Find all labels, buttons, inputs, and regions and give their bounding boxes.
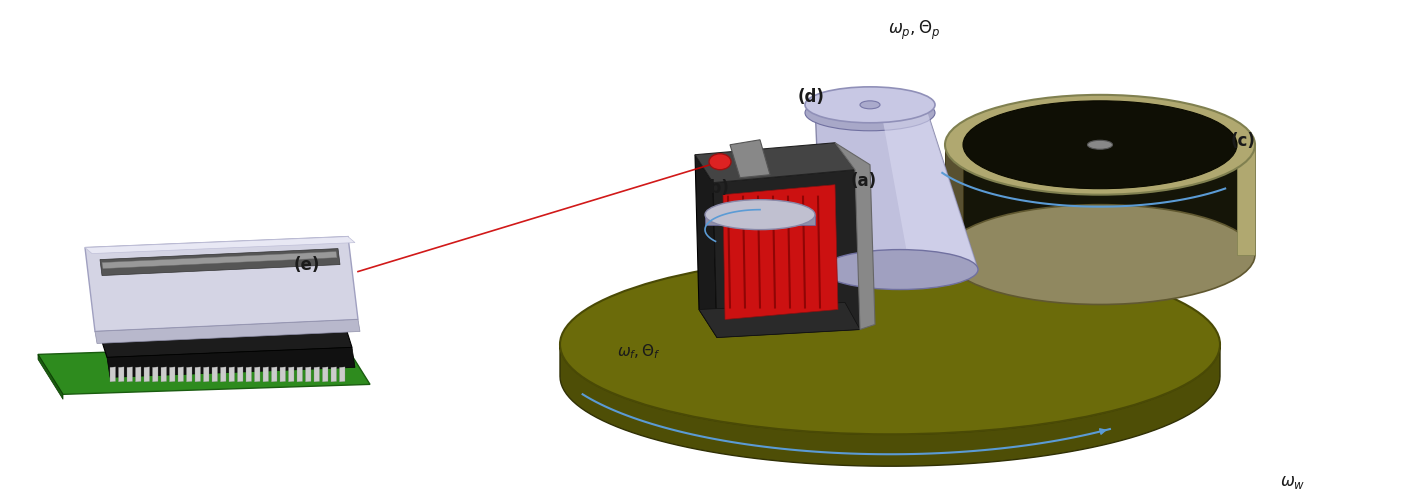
Polygon shape xyxy=(203,367,209,382)
Polygon shape xyxy=(332,367,336,382)
Polygon shape xyxy=(962,145,1237,254)
Polygon shape xyxy=(178,367,183,382)
Polygon shape xyxy=(560,344,1221,466)
Polygon shape xyxy=(729,140,770,178)
Text: $\omega_w$: $\omega_w$ xyxy=(1280,473,1305,491)
Text: (e): (e) xyxy=(293,256,320,274)
Polygon shape xyxy=(722,185,838,319)
Polygon shape xyxy=(696,143,855,183)
Ellipse shape xyxy=(806,87,935,123)
Polygon shape xyxy=(135,367,141,382)
Polygon shape xyxy=(152,367,158,382)
Polygon shape xyxy=(296,367,302,382)
Ellipse shape xyxy=(945,95,1254,195)
Ellipse shape xyxy=(962,101,1237,188)
Polygon shape xyxy=(1237,145,1254,254)
Polygon shape xyxy=(246,367,251,382)
Ellipse shape xyxy=(706,200,816,230)
Polygon shape xyxy=(85,237,358,331)
Polygon shape xyxy=(706,215,816,225)
Polygon shape xyxy=(110,367,116,382)
Polygon shape xyxy=(229,367,234,382)
Polygon shape xyxy=(161,367,166,382)
Polygon shape xyxy=(713,170,859,337)
Polygon shape xyxy=(340,367,346,382)
Ellipse shape xyxy=(859,101,880,109)
Text: (d): (d) xyxy=(797,88,824,106)
Polygon shape xyxy=(323,367,327,382)
Polygon shape xyxy=(220,367,226,382)
Ellipse shape xyxy=(945,205,1254,305)
Polygon shape xyxy=(38,344,370,394)
Polygon shape xyxy=(945,145,1254,254)
Ellipse shape xyxy=(806,95,935,131)
Polygon shape xyxy=(85,237,356,253)
Polygon shape xyxy=(102,251,337,268)
Ellipse shape xyxy=(823,249,978,290)
Polygon shape xyxy=(945,145,962,254)
Polygon shape xyxy=(880,105,978,269)
Text: (a): (a) xyxy=(851,172,878,190)
Polygon shape xyxy=(271,367,277,382)
Polygon shape xyxy=(315,367,319,382)
Polygon shape xyxy=(835,143,875,329)
Polygon shape xyxy=(95,319,360,343)
Polygon shape xyxy=(95,310,351,358)
Polygon shape xyxy=(254,367,260,382)
Polygon shape xyxy=(127,367,133,382)
Ellipse shape xyxy=(708,154,731,170)
Ellipse shape xyxy=(560,254,1221,434)
Polygon shape xyxy=(144,367,150,382)
Polygon shape xyxy=(696,155,717,337)
Polygon shape xyxy=(288,367,293,382)
Text: (b): (b) xyxy=(703,179,729,197)
Polygon shape xyxy=(169,367,175,382)
Polygon shape xyxy=(195,367,200,382)
Polygon shape xyxy=(212,367,217,382)
Ellipse shape xyxy=(962,101,1237,188)
Polygon shape xyxy=(306,367,310,382)
Polygon shape xyxy=(119,367,124,382)
Polygon shape xyxy=(816,105,978,269)
Text: $\omega_p, \Theta_p$: $\omega_p, \Theta_p$ xyxy=(888,19,941,42)
Polygon shape xyxy=(107,347,356,377)
Polygon shape xyxy=(262,367,268,382)
Polygon shape xyxy=(38,355,63,399)
Polygon shape xyxy=(279,367,285,382)
Ellipse shape xyxy=(1088,140,1112,149)
Text: (c): (c) xyxy=(1230,132,1256,150)
Polygon shape xyxy=(698,303,859,337)
Polygon shape xyxy=(100,248,340,276)
Polygon shape xyxy=(237,367,243,382)
Polygon shape xyxy=(186,367,192,382)
Text: $\omega_f, \Theta_f$: $\omega_f, \Theta_f$ xyxy=(617,342,660,361)
